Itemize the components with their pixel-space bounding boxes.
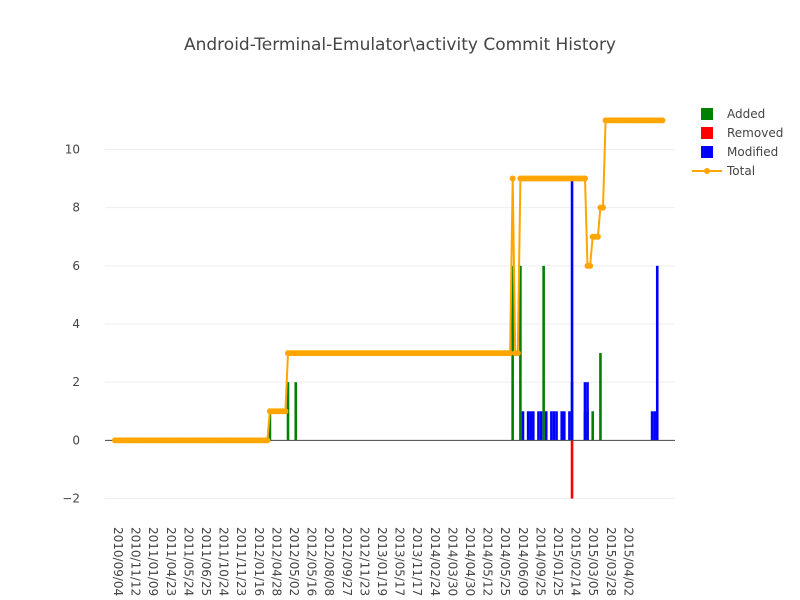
- bar-modified: [586, 382, 589, 441]
- legend-label-modified: Modified: [727, 145, 778, 159]
- bar-modified: [544, 411, 548, 441]
- x-tick-label: 2012/11/23: [357, 527, 371, 596]
- bar-removed: [570, 440, 574, 499]
- bar-added: [268, 411, 272, 441]
- bar-modified: [552, 411, 556, 441]
- x-tick-label: 2011/06/25: [199, 527, 213, 596]
- x-tick-label: 2011/01/09: [146, 527, 160, 596]
- x-tick-label: 2015/03/05: [586, 527, 600, 596]
- bars-layer: [268, 178, 659, 499]
- bar-modified: [583, 382, 587, 441]
- y-axis: −2 0 2 4 6 8 10: [62, 142, 80, 505]
- total-marker: [514, 350, 521, 357]
- x-tick-label: 2012/04/28: [269, 527, 283, 596]
- y-tick-label: −2: [62, 492, 80, 506]
- bar-modified: [550, 411, 553, 441]
- x-tick-label: 2013/01/19: [375, 527, 389, 596]
- legend-marker-total: [704, 168, 710, 174]
- bar-modified: [521, 411, 525, 441]
- chart-title: Android-Terminal-Emulator\activity Commi…: [184, 35, 616, 55]
- bar-modified: [560, 411, 564, 441]
- x-tick-label: 2012/05/16: [305, 527, 319, 596]
- legend-item-modified[interactable]: Modified: [701, 145, 778, 159]
- total-series: [112, 117, 666, 444]
- x-axis: 2010/09/04 2010/11/12 2011/01/09 2011/04/23…: [111, 527, 635, 596]
- total-marker: [509, 175, 516, 182]
- total-marker: [264, 437, 271, 444]
- x-tick-label: 2011/11/23: [234, 527, 248, 596]
- legend-item-removed[interactable]: Removed: [701, 126, 783, 140]
- total-marker: [659, 117, 666, 124]
- bar-modified: [570, 178, 574, 441]
- legend-swatch-removed: [701, 127, 713, 139]
- x-tick-label: 2014/02/24: [428, 527, 442, 596]
- bar-added: [542, 265, 545, 441]
- y-tick-label: 0: [72, 433, 80, 447]
- x-tick-label: 2010/09/04: [111, 527, 125, 596]
- x-tick-label: 2011/10/24: [217, 527, 231, 596]
- x-tick-label: 2012/01/16: [252, 527, 266, 596]
- total-marker: [594, 233, 601, 240]
- y-tick-label: 6: [72, 259, 80, 273]
- grid-lines: [105, 148, 675, 500]
- x-tick-label: 2015/01/25: [551, 527, 565, 596]
- bar-modified: [562, 411, 566, 441]
- legend-label-added: Added: [727, 107, 765, 121]
- legend-item-total[interactable]: Total: [692, 164, 755, 178]
- x-tick-label: 2012/05/02: [287, 527, 301, 596]
- x-tick-label: 2014/05/25: [498, 527, 512, 596]
- bar-modified: [539, 411, 543, 441]
- bar-modified: [653, 411, 656, 441]
- legend-label-removed: Removed: [727, 126, 783, 140]
- y-tick-label: 8: [72, 201, 80, 215]
- x-tick-label: 2010/11/12: [129, 527, 143, 596]
- legend[interactable]: Added Removed Modified Total: [692, 107, 783, 178]
- x-tick-label: 2011/05/24: [181, 527, 195, 596]
- bar-modified: [537, 411, 540, 441]
- x-tick-label: 2014/04/30: [463, 527, 477, 596]
- bar-added: [294, 382, 298, 441]
- bar-modified: [655, 265, 659, 441]
- x-tick-label: 2014/03/30: [445, 527, 459, 596]
- x-tick-label: 2013/05/17: [393, 527, 407, 596]
- x-tick-label: 2012/09/27: [340, 527, 354, 596]
- x-tick-label: 2014/06/09: [516, 527, 530, 596]
- bar-modified: [555, 411, 558, 441]
- x-tick-label: 2015/03/28: [604, 527, 618, 596]
- bar-added: [599, 353, 602, 441]
- bar-modified: [650, 411, 654, 441]
- total-marker: [581, 175, 588, 182]
- y-tick-label: 2: [72, 375, 80, 389]
- total-marker: [587, 262, 594, 269]
- x-tick-label: 2011/04/23: [164, 527, 178, 596]
- x-tick-label: 2012/08/08: [322, 527, 336, 596]
- legend-swatch-modified: [701, 146, 713, 158]
- total-line: [115, 119, 663, 442]
- x-tick-label: 2014/05/12: [481, 527, 495, 596]
- x-tick-label: 2013/11/17: [410, 527, 424, 596]
- bar-added: [591, 411, 594, 441]
- x-tick-label: 2015/02/14: [569, 527, 583, 596]
- y-tick-label: 4: [72, 317, 80, 331]
- x-tick-label: 2015/04/02: [621, 527, 635, 596]
- y-tick-label: 10: [65, 142, 80, 156]
- legend-swatch-added: [701, 108, 713, 120]
- legend-label-total: Total: [726, 164, 755, 178]
- x-tick-label: 2014/09/25: [533, 527, 547, 596]
- bar-modified: [568, 411, 571, 441]
- legend-item-added[interactable]: Added: [701, 107, 765, 121]
- bar-modified: [526, 411, 530, 441]
- bar-modified: [532, 411, 535, 441]
- total-marker: [600, 204, 607, 211]
- total-marker: [282, 408, 289, 415]
- bar-modified: [529, 411, 533, 441]
- total-marker: [507, 350, 514, 357]
